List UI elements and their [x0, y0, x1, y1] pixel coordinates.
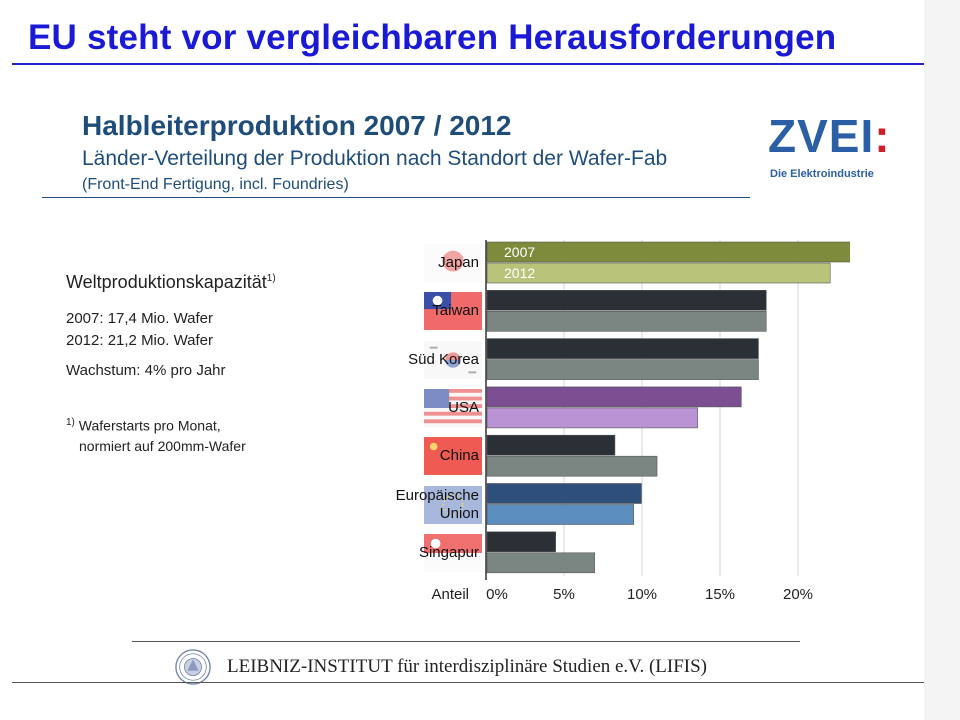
- x-tick-label: 10%: [627, 586, 657, 603]
- legend-label-2012: 2012: [504, 265, 535, 281]
- bar-2012: [486, 311, 767, 332]
- category-label-line: Süd Korea: [408, 350, 479, 368]
- bar-2012: [486, 407, 698, 429]
- flag-china-icon: [424, 437, 482, 476]
- chart-subtitle: Länder-Verteilung der Produktion nach St…: [82, 147, 668, 170]
- capacity-info: Weltproduktionskapazität1) 2007: 17,4 Mi…: [66, 272, 276, 382]
- category-label: Taiwan: [432, 302, 479, 320]
- capacity-heading-sup: 1): [266, 273, 276, 284]
- footer-institute: LEIBNIZ-INSTITUT für interdisziplinäre S…: [227, 656, 708, 677]
- x-tick-label: 5%: [553, 586, 575, 603]
- x-tick-label: 0%: [486, 586, 508, 603]
- x-tick-label: 15%: [705, 586, 735, 603]
- category-label-line: Union: [439, 504, 479, 522]
- header-divider: [42, 197, 750, 198]
- category-label: USA: [448, 399, 479, 417]
- capacity-heading: Weltproduktionskapazität1): [66, 272, 276, 293]
- category-label: Japan: [438, 254, 479, 272]
- capacity-heading-text: Weltproduktionskapazität: [66, 272, 267, 292]
- bar-chart: 2007 2012 0% 5% 10% 15% 20% Anteil: [431, 240, 850, 603]
- footnote: 1) Waferstarts pro Monat, normiert auf 2…: [66, 413, 246, 456]
- x-axis-label: Anteil: [431, 586, 469, 603]
- bar-2012: [486, 359, 759, 380]
- chart-title: Halbleiterproduktion 2007 / 2012: [82, 110, 512, 141]
- zvei-logo: ZVEI: Die Elektroindustrie: [768, 112, 898, 192]
- category-label: Singapur: [419, 544, 479, 562]
- slide-title: EU steht vor vergleichbaren Herausforder…: [28, 18, 837, 57]
- flag-japan-icon: [424, 244, 482, 282]
- bar-2007: [486, 483, 642, 504]
- category-label-line: Singapur: [418, 543, 479, 561]
- logo-tagline: Die Elektroindustrie: [770, 168, 874, 180]
- category-label-line: Europäische: [395, 486, 479, 504]
- bar-2007: [486, 241, 850, 263]
- category-label-line: Japan: [438, 254, 479, 271]
- footer-bottom-rule: [12, 682, 924, 683]
- bar-2012: [486, 455, 658, 477]
- category-label: Süd Korea: [408, 351, 479, 369]
- capacity-2012: 2012: 21,2 Mio. Wafer: [66, 332, 214, 349]
- bar-2007: [486, 338, 759, 359]
- x-tick-label: 20%: [783, 586, 813, 603]
- capacity-2007: 2007: 17,4 Mio. Wafer: [66, 310, 214, 327]
- category-label-line: China: [439, 447, 479, 465]
- right-edge-strip: [924, 0, 960, 720]
- lifis-seal-icon: [175, 649, 211, 685]
- bar-2007: [486, 289, 767, 311]
- footnote-line-1: Waferstarts pro Monat,: [78, 417, 221, 434]
- flag-singapore-icon: [424, 533, 482, 572]
- bar-2007: [486, 531, 556, 553]
- growth-rate: Wachstum: 4% pro Jahr: [66, 362, 226, 379]
- bar-2012: [486, 552, 595, 574]
- bar-2012: [486, 504, 634, 525]
- bar-2007: [486, 434, 616, 456]
- flag-taiwan-icon: [424, 292, 482, 331]
- logo-mark: ZVEI: [768, 110, 875, 162]
- bar-2012: [486, 262, 831, 284]
- flag-south-korea-icon: [424, 340, 482, 379]
- legend-label-2007: 2007: [504, 244, 535, 260]
- category-label-line: Taiwan: [432, 302, 479, 320]
- footer-top-rule: [132, 641, 800, 642]
- title-underline: [12, 63, 924, 65]
- footnote-line-2: normiert auf 200mm-Wafer: [79, 437, 246, 454]
- footnote-marker: 1): [66, 417, 75, 428]
- flag-eu-icon: [424, 485, 482, 524]
- category-label: China: [440, 447, 479, 465]
- category-label-line: USA: [448, 398, 479, 416]
- bar-2007: [486, 386, 742, 408]
- category-label: Europäische Union: [396, 487, 479, 523]
- chart-note: (Front-End Fertigung, incl. Foundries): [82, 176, 349, 193]
- flag-usa-icon: [424, 388, 482, 427]
- logo-colon: :: [874, 110, 891, 162]
